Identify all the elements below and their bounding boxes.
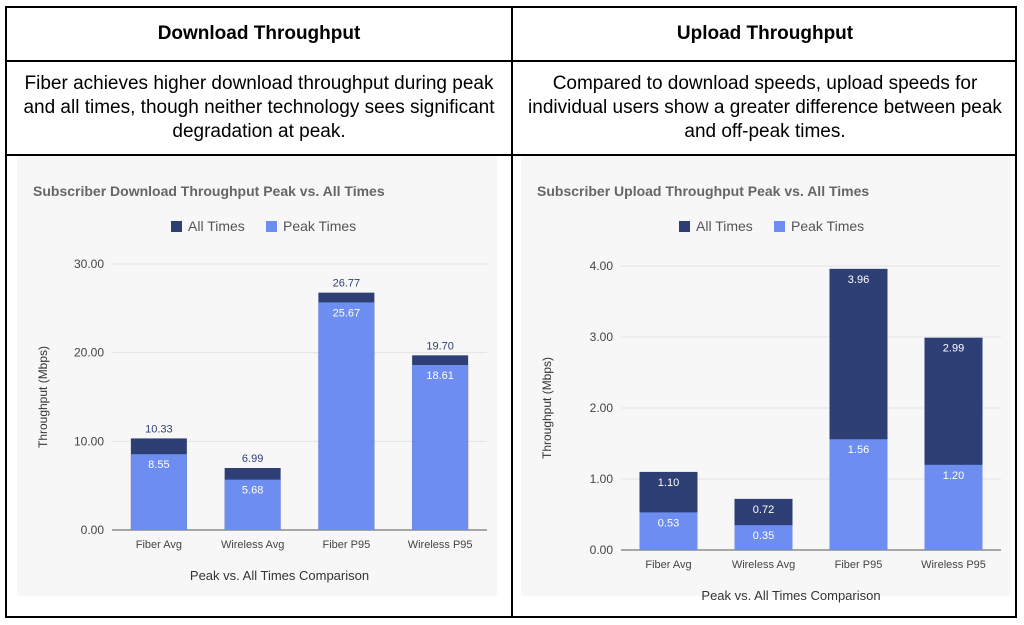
- x-tick-label: Wireless Avg: [732, 559, 795, 571]
- bar-peak-times: [130, 454, 187, 530]
- y-tick-label: 2.00: [590, 401, 614, 415]
- bar-peak-times: [734, 525, 793, 550]
- bar-peak-times: [924, 464, 983, 550]
- table-divider-text: [7, 154, 1015, 156]
- data-label-peak-times: 18.61: [426, 370, 454, 382]
- data-label-all-times: 2.99: [943, 343, 964, 355]
- data-label-peak-times: 8.55: [148, 459, 169, 471]
- x-tick-label: Fiber Avg: [645, 559, 691, 571]
- data-label-all-times: 1.10: [658, 477, 679, 489]
- data-label-peak-times: 5.68: [242, 485, 263, 497]
- bar-peak-times: [829, 439, 888, 550]
- legend-swatch-peak-times: [774, 221, 785, 232]
- download-chart: Subscriber Download Throughput Peak vs. …: [17, 156, 497, 596]
- y-tick-label: 0.00: [590, 543, 614, 557]
- data-label-peak-times: 1.20: [943, 470, 964, 482]
- upload-header: Upload Throughput: [676, 23, 854, 44]
- data-label-peak-times: 0.35: [753, 530, 774, 542]
- y-tick-label: 10.00: [74, 434, 104, 448]
- upload-chart-container: Subscriber Upload Throughput Peak vs. Al…: [521, 156, 1011, 616]
- comparison-table: Download Throughput Upload Throughput Fi…: [5, 6, 1017, 618]
- bar-peak-times: [412, 364, 469, 530]
- x-tick-label: Wireless P95: [408, 539, 473, 551]
- table-divider-header: [7, 60, 1015, 62]
- y-tick-label: 3.00: [590, 330, 614, 344]
- data-label-peak-times: 1.56: [848, 444, 869, 456]
- data-label-all-times: 10.33: [145, 423, 173, 435]
- x-tick-label: Fiber P95: [835, 559, 883, 571]
- chart-title: Subscriber Download Throughput Peak vs. …: [33, 183, 385, 199]
- legend-swatch-all-times: [171, 221, 182, 232]
- x-tick-label: Wireless P95: [921, 559, 986, 571]
- y-axis-label: Throughput (Mbps): [36, 346, 50, 448]
- x-tick-label: Fiber Avg: [136, 539, 182, 551]
- data-label-all-times: 26.77: [333, 278, 361, 290]
- x-axis-label: Peak vs. All Times Comparison: [701, 588, 880, 603]
- download-description: Fiber achieves higher download throughpu…: [23, 73, 495, 142]
- table-divider-vertical: [511, 8, 513, 616]
- data-label-all-times: 6.99: [242, 453, 263, 465]
- bar-peak-times: [639, 512, 698, 550]
- legend-label-peak-times: Peak Times: [283, 218, 356, 234]
- y-tick-label: 0.00: [81, 523, 105, 537]
- x-axis-label: Peak vs. All Times Comparison: [190, 568, 369, 583]
- y-tick-label: 1.00: [590, 472, 614, 486]
- legend-swatch-all-times: [679, 221, 690, 232]
- data-label-peak-times: 0.53: [658, 517, 679, 529]
- legend-label-all-times: All Times: [188, 218, 245, 234]
- data-label-all-times: 3.96: [848, 274, 869, 286]
- upload-description: Compared to download speeds, upload spee…: [528, 73, 1002, 142]
- legend-label-peak-times: Peak Times: [791, 218, 864, 234]
- chart-title: Subscriber Upload Throughput Peak vs. Al…: [537, 183, 869, 199]
- download-header: Download Throughput: [157, 23, 361, 44]
- y-tick-label: 20.00: [74, 346, 104, 360]
- bar-peak-times: [318, 302, 375, 530]
- data-label-peak-times: 25.67: [333, 307, 361, 319]
- data-label-all-times: 0.72: [753, 504, 774, 516]
- y-tick-label: 30.00: [74, 257, 104, 271]
- legend-label-all-times: All Times: [696, 218, 753, 234]
- upload-chart: Subscriber Upload Throughput Peak vs. Al…: [521, 156, 1011, 603]
- y-tick-label: 4.00: [590, 259, 614, 273]
- bar-peak-times: [224, 479, 281, 530]
- x-tick-label: Fiber P95: [323, 539, 371, 551]
- data-label-all-times: 19.70: [426, 340, 454, 352]
- x-tick-label: Wireless Avg: [221, 539, 284, 551]
- download-chart-container: Subscriber Download Throughput Peak vs. …: [17, 156, 497, 616]
- legend-swatch-peak-times: [266, 221, 277, 232]
- y-axis-label: Throughput (Mbps): [540, 357, 554, 459]
